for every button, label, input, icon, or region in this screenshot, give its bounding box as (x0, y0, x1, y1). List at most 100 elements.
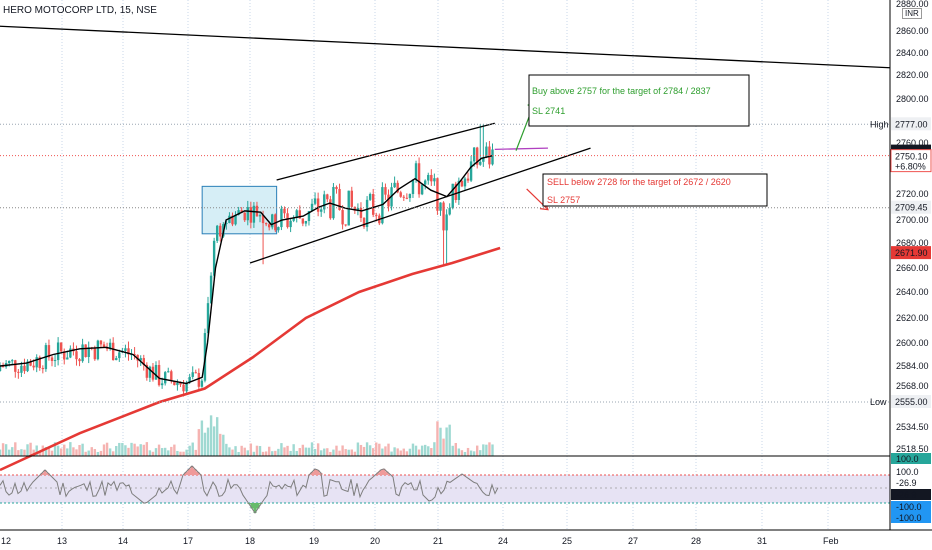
volume-bar (212, 426, 216, 456)
time-axis[interactable]: 12 13 14 17 18 19 20 21 24 25 27 28 31 Feb (0, 529, 932, 546)
time-tick-label: 24 (498, 536, 508, 546)
volume-bar (14, 442, 17, 456)
time-tick-label: 17 (183, 536, 193, 546)
volume-bar (56, 445, 60, 456)
candle-body (304, 221, 308, 224)
volume-bar (347, 449, 350, 456)
channel-upper-line[interactable] (276, 122, 495, 181)
candle-body (476, 147, 479, 165)
candle-body (225, 222, 228, 225)
oscillator-pane (0, 455, 890, 514)
candle-body (115, 358, 118, 361)
time-tick-label: 27 (628, 536, 638, 546)
price-tick-label: 2820.00 (896, 70, 929, 80)
volume-bar (338, 450, 341, 456)
candle-body (393, 182, 396, 188)
volume-bar (344, 449, 347, 456)
volume-bar (222, 434, 225, 456)
volume-bars (0, 415, 494, 456)
volume-bar (359, 444, 363, 456)
sell-annotation-sl: SL 2757 (547, 195, 580, 205)
volume-bar (350, 449, 353, 456)
sell-annotation-text: SELL below 2728 for the target of 2672 /… (547, 177, 731, 187)
candle-body (289, 220, 292, 228)
candle-body (108, 342, 112, 349)
candle-body (93, 348, 97, 360)
volume-bar (66, 448, 69, 456)
volume-bar (118, 442, 121, 456)
osc-tag-bg (891, 477, 931, 488)
osc-overbought (310, 472, 314, 475)
volume-bar (445, 427, 448, 456)
candle-body (335, 186, 338, 190)
price-axis[interactable]: 2880.002860.002840.002820.002800.002780.… (870, 0, 932, 550)
price-tick-label: 2860.00 (896, 26, 929, 36)
volume-bar (1, 443, 5, 456)
candle-body (237, 210, 240, 215)
channel-lower-line[interactable] (249, 147, 591, 264)
osc-tick-label: -26.9 (896, 478, 917, 488)
price-tick-label: 2720.00 (896, 189, 929, 199)
volume-bar (326, 448, 329, 456)
volume-bar (399, 450, 402, 456)
volume-bar (17, 450, 20, 456)
candle-body (0, 366, 2, 371)
volume-bar (139, 444, 142, 456)
time-tick-label: Feb (823, 536, 839, 546)
volume-bar (267, 446, 271, 456)
candle-body (133, 354, 136, 356)
candle-body (170, 371, 173, 382)
osc-overbought (43, 470, 47, 475)
buy-annotation-text: Buy above 2757 for the target of 2784 / … (532, 86, 711, 96)
volume-bar (274, 450, 277, 456)
volume-bar (249, 443, 253, 456)
level-price-tag: 2709.45 (895, 203, 928, 213)
volume-bar (289, 450, 292, 456)
volume-bar (488, 442, 491, 456)
candle-body (179, 382, 182, 385)
osc-tick-label: -100.0 (896, 502, 922, 512)
volume-bar (378, 443, 381, 456)
volume-bar (466, 447, 470, 456)
time-tick-label: 13 (57, 536, 67, 546)
volume-bar (200, 420, 204, 456)
osc-tick-label: 100.0 (896, 467, 919, 477)
candle-body (271, 214, 274, 228)
candle-body (313, 198, 317, 204)
volume-bar (237, 451, 240, 456)
candle-body (197, 372, 201, 387)
candle-body (206, 303, 210, 334)
volume-bar (72, 447, 75, 456)
time-tick-label: 12 (1, 536, 11, 546)
candle-body (32, 365, 35, 368)
volume-bar (173, 444, 176, 456)
volume-bar (469, 450, 473, 456)
volume-bar (298, 448, 301, 456)
volume-bar (23, 449, 26, 456)
buy-annotation[interactable]: Buy above 2757 for the target of 2784 / … (528, 74, 750, 127)
volume-bar (90, 447, 93, 456)
volume-bar (424, 444, 427, 456)
volume-bar (148, 450, 152, 456)
candle-body (280, 208, 283, 228)
sell-annotation[interactable]: SELL below 2728 for the target of 2672 /… (542, 173, 768, 207)
volume-bar (38, 451, 41, 456)
currency-badge[interactable]: INR (902, 8, 922, 19)
volume-bar (191, 442, 194, 456)
candle-body (56, 342, 60, 361)
osc-overbought (316, 470, 320, 475)
purple-level-line[interactable] (494, 147, 548, 151)
volume-bar (35, 445, 38, 456)
volume-bar (50, 450, 54, 456)
long-trendline[interactable] (0, 25, 905, 70)
candle-body (145, 364, 149, 378)
volume-bar (130, 442, 133, 456)
osc-overbought (40, 473, 44, 475)
candle-body (356, 207, 360, 211)
candle-body (78, 359, 81, 362)
volume-bar (96, 451, 100, 456)
volume-bar (335, 445, 338, 456)
volume-bar (393, 447, 396, 456)
price-tick-label: 2534.50 (896, 422, 929, 432)
